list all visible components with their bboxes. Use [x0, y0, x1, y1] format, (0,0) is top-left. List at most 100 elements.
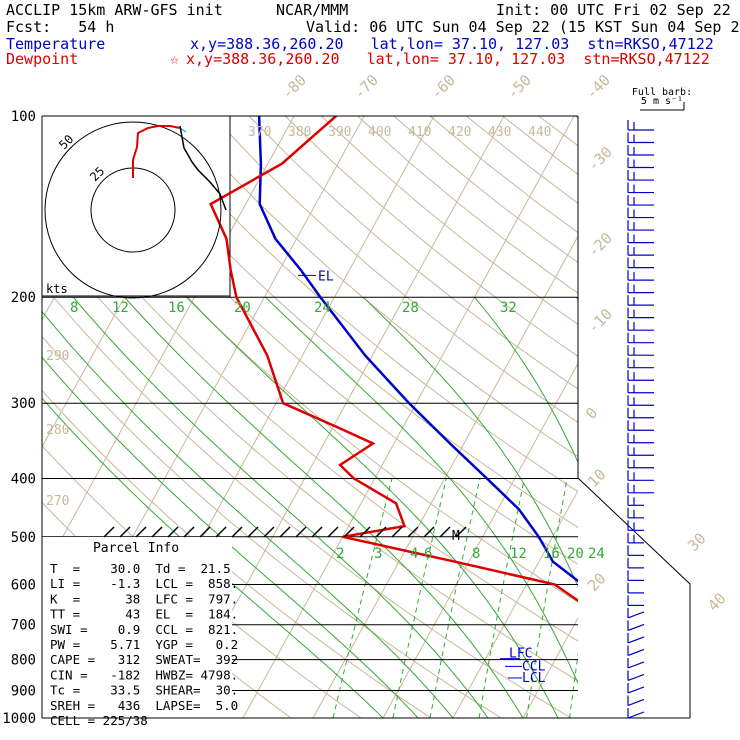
hatch-mark	[295, 526, 307, 538]
wind-barb	[627, 682, 645, 694]
dry-adiabat	[176, 116, 578, 458]
mixing-ratio-label: 16	[543, 546, 560, 562]
ccl-label: CCL	[522, 659, 546, 674]
mixing-ratio-label: 12	[112, 300, 129, 316]
moist-adiabat	[474, 296, 578, 464]
hodograph-units: kts	[46, 282, 68, 296]
dry-adiabat	[42, 335, 502, 718]
mixing-ratio-label: 12	[510, 546, 527, 562]
theta-e-label: 410	[408, 125, 431, 140]
parcel-info-row: SREH = 436 LAPSE= 5.0	[50, 698, 238, 713]
wind-barb	[627, 282, 654, 294]
wind-barb	[627, 195, 654, 206]
parcel-info-row: SWI = 0.9 CCL = 821.	[50, 622, 238, 637]
wind-barb	[627, 170, 654, 181]
plot-area	[42, 116, 740, 718]
hatch-mark	[231, 526, 243, 538]
dry-adiabat	[538, 116, 578, 147]
isotherm-label: -20	[584, 229, 616, 261]
mixing-ratio-label: 4	[410, 546, 418, 562]
wind-barb	[627, 520, 644, 531]
pressure-label: 900	[11, 683, 36, 699]
wind-barb	[627, 708, 645, 719]
plot-right-border	[577, 116, 691, 718]
mixing-ratio-line	[429, 478, 481, 718]
hatch-mark	[215, 526, 227, 538]
mixing-ratio-label: 20	[234, 300, 251, 316]
header-valid: Valid: 06 UTC Sun 04 Sep 22 (15 KST Sun …	[306, 18, 740, 36]
hatch-mark	[375, 526, 387, 538]
hatch-mark	[359, 526, 371, 538]
wind-barb	[627, 457, 654, 469]
wind-barb	[627, 482, 654, 494]
wind-barb-shaft	[627, 673, 645, 682]
mixing-ratio-line	[626, 478, 656, 718]
pressure-label: 200	[11, 290, 36, 306]
theta-e-label: 400	[368, 125, 391, 140]
theta-e-label: 420	[448, 125, 471, 140]
dry-adiabat	[684, 116, 740, 718]
theta-e-label: 440	[528, 125, 551, 140]
isotherm	[382, 362, 578, 718]
parcel-info-row: LI = -1.3 LCL = 858.	[50, 576, 238, 591]
lfc-label: LFC	[509, 647, 532, 662]
mixing-ratio-line	[392, 478, 447, 718]
mixing-ratio-label: 24	[314, 300, 331, 316]
el-label: EL	[318, 269, 334, 284]
parcel-info-row: TT = 43 EL = 184.	[50, 607, 238, 622]
hatch-mark	[119, 526, 131, 538]
mixing-ratio-label: 3	[374, 546, 382, 562]
wind-barb	[627, 395, 654, 406]
isotherm	[242, 116, 575, 718]
dry-adiabat	[611, 116, 740, 718]
wind-barb	[627, 207, 654, 219]
dry-adiabat	[67, 116, 578, 565]
hatch-mark	[311, 526, 323, 538]
header-fcst: Fcst: 54 h	[6, 18, 115, 36]
theta-e-label: 370	[248, 125, 271, 140]
wind-barb-shaft	[627, 636, 645, 644]
header-center: NCAR/MMM	[276, 1, 349, 19]
wind-barb-shaft	[627, 648, 645, 657]
temperature-profile	[257, 116, 578, 583]
wind-barb-shaft	[627, 623, 645, 631]
isotherm-label: -60	[427, 71, 459, 103]
wind-barb	[627, 595, 644, 607]
isotherm-label: -30	[584, 143, 616, 175]
wind-barb	[627, 532, 644, 544]
hatch-mark	[247, 526, 259, 538]
dry-adiabat	[502, 116, 578, 175]
dewpoint-profile	[209, 116, 578, 603]
wind-barb	[627, 332, 654, 344]
wind-barb	[627, 295, 654, 306]
hatch-mark	[343, 526, 355, 538]
isotherm-label: -40	[582, 71, 614, 103]
coastline	[179, 125, 227, 211]
pressure-label: 500	[11, 530, 36, 546]
wind-barb	[627, 382, 654, 394]
parcel-info-row: CIN = -182 HWBZ= 4798.	[50, 667, 238, 682]
wind-barb	[627, 307, 654, 319]
wind-barb	[627, 645, 645, 657]
hatch-mark	[183, 526, 195, 538]
hatch-mark	[407, 526, 419, 538]
parcel-info-row: CELL = 225/38	[50, 713, 148, 728]
isotherm-label: 0	[582, 404, 601, 423]
parcel-info-row: CAPE = 312 SWEAT= 392	[50, 652, 238, 667]
theta-e-label: 390	[328, 125, 351, 140]
wind-barb	[627, 670, 645, 682]
parcel-box	[42, 537, 232, 718]
lcl-label: LCL	[522, 671, 546, 686]
mixing-ratio-label: 32	[500, 300, 517, 316]
barb-key-units: 5 m s⁻¹	[641, 96, 683, 107]
isotherm-label: 20	[584, 569, 610, 595]
hatch-mark	[327, 526, 339, 538]
wind-barb	[627, 232, 654, 244]
hatch-mark	[279, 526, 291, 538]
mixing-ratio-label: 8	[472, 546, 480, 562]
dry-adiabat	[139, 116, 578, 493]
dry-adiabat	[42, 129, 578, 603]
theta-e-label: 430	[488, 125, 511, 140]
wind-barb	[627, 270, 654, 281]
